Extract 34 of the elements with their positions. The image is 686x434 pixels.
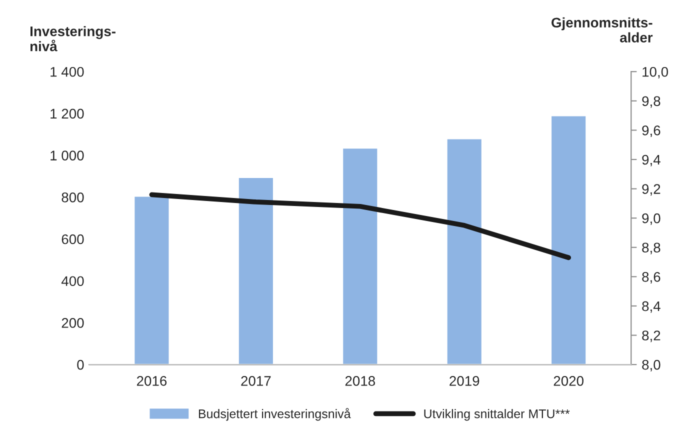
x-tick-label: 2017	[241, 376, 271, 386]
y2-tick-label: 8,2	[642, 330, 660, 342]
y-tick-label: 800	[62, 192, 84, 202]
y-tick-label: 0	[77, 360, 84, 370]
y-tick-label: 1 200	[50, 108, 84, 119]
y-tick-label: 1 400	[50, 66, 84, 77]
y-tick-label: 600	[62, 234, 84, 244]
x-tick-label: 2018	[345, 376, 375, 386]
y2-tick-label: 9,2	[642, 184, 660, 196]
y2-tick-label: 9,4	[642, 154, 660, 166]
bar	[446, 138, 483, 365]
y2-tick-label: 9,8	[642, 96, 660, 108]
y2-tick-label: 9,6	[642, 126, 660, 138]
y2-tick-label: 9,0	[642, 213, 660, 225]
bar	[133, 195, 170, 365]
y2-tick-label: 8,0	[642, 360, 660, 372]
y2-tick-label: 8,8	[642, 242, 660, 254]
y2-tick-label: 8,6	[642, 272, 660, 284]
bar	[550, 114, 587, 365]
x-tick-label: 2019	[450, 376, 480, 386]
y2-tick-label: 8,4	[642, 301, 660, 313]
line-series	[149, 192, 572, 260]
bar	[342, 147, 379, 365]
y-tick-label: 200	[62, 318, 84, 328]
y-tick-label: 400	[61, 276, 84, 286]
x-tick-label: 2016	[136, 376, 167, 386]
legend-label: Budsjettert investeringsnivå	[198, 408, 351, 421]
x-tick-label: 2020	[554, 376, 584, 386]
legend-label: Utvikling snittalder MTU***	[424, 409, 570, 421]
y-tick-label: 1 000	[50, 150, 84, 160]
y2-tick-label: 10,0	[642, 66, 668, 78]
y-axis-title: Investerings- nivå	[30, 26, 116, 52]
y2-axis-title: Gjennomsnitts- alder	[552, 17, 653, 42]
bar	[238, 176, 274, 365]
